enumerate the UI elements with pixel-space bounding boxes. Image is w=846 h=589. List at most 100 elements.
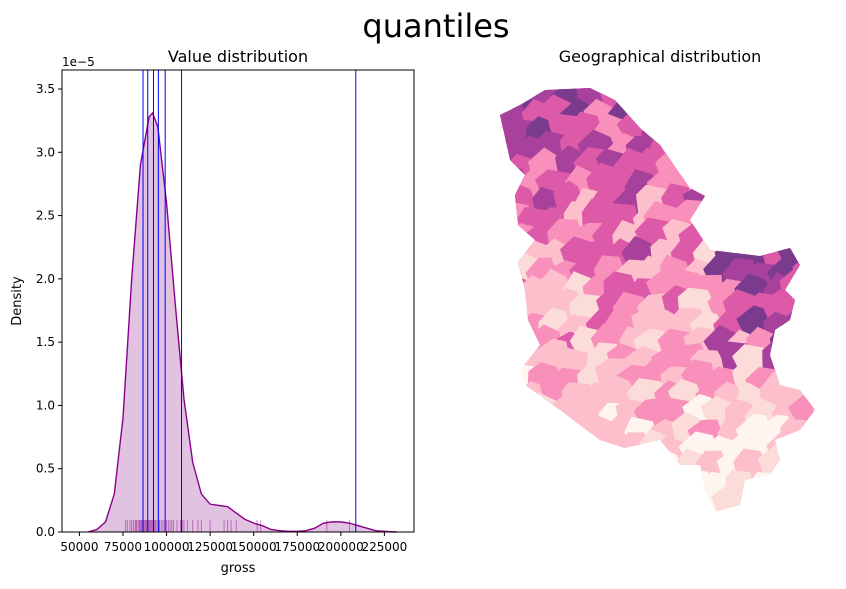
map-region: [791, 432, 825, 467]
map-region: [773, 182, 807, 217]
map-region: [496, 414, 529, 448]
map-region: [540, 484, 576, 515]
map-region: [686, 149, 718, 183]
map-region: [470, 376, 507, 412]
x-tick-label: 125000: [187, 540, 233, 554]
map-region: [813, 82, 844, 119]
map-region: [724, 151, 760, 187]
map-region: [603, 450, 636, 480]
map-region: [738, 136, 769, 166]
map-region: [817, 149, 846, 181]
map-region: [755, 103, 789, 134]
map-region: [706, 116, 740, 145]
y-tick-label: 3.0: [36, 145, 55, 159]
map-region: [730, 119, 764, 154]
map-region: [698, 129, 730, 162]
map-region: [669, 483, 702, 516]
map-region: [815, 292, 846, 329]
map-region: [702, 152, 736, 187]
map-region: [746, 187, 781, 223]
map-region: [764, 205, 795, 240]
map-region: [783, 95, 817, 131]
figure-suptitle: quantiles: [362, 7, 509, 45]
map-region: [814, 362, 846, 396]
map-region: [691, 102, 729, 137]
map-region: [502, 394, 535, 428]
map-region: [734, 202, 766, 237]
map-region: [705, 185, 740, 220]
map-region: [626, 455, 658, 489]
x-tick-label: 175000: [274, 540, 320, 554]
map-region: [737, 62, 771, 96]
map-region: [799, 133, 835, 169]
map-region: [730, 84, 761, 115]
y-tick-label: 1.0: [36, 398, 55, 412]
map-region: [688, 84, 719, 120]
map-region: [694, 204, 729, 238]
x-tick-label: 225000: [361, 540, 407, 554]
map-region: [472, 451, 505, 488]
map-region: [759, 64, 793, 101]
x-tick-label: 100000: [144, 540, 190, 554]
y-tick-label: 1.5: [36, 335, 55, 349]
map-region: [758, 487, 794, 519]
map-region: [791, 84, 824, 120]
map-region: [782, 204, 816, 237]
map-region: [806, 277, 839, 311]
map-region: [810, 430, 842, 467]
map-region: [802, 416, 833, 450]
map-region: [581, 485, 615, 518]
x-axis-label: gross: [221, 561, 256, 576]
x-tick-label: 50000: [60, 540, 98, 554]
map-region: [740, 169, 773, 203]
map-region: [537, 447, 573, 481]
map-region: [641, 467, 675, 500]
map-region: [470, 271, 504, 301]
map-region: [803, 350, 835, 380]
map-region: [583, 453, 618, 487]
map-region: [664, 119, 699, 152]
map-region: [470, 172, 504, 204]
map-region: [483, 401, 516, 431]
map-region: [606, 63, 638, 96]
y-tick-label: 3.5: [36, 82, 55, 96]
map-region: [726, 190, 761, 222]
map-region: [703, 78, 737, 112]
map-region: [801, 309, 838, 340]
map-region: [788, 465, 824, 499]
x-tick-label: 150000: [231, 540, 277, 554]
map-region: [713, 64, 749, 99]
map-region: [690, 64, 724, 100]
map-region: [485, 186, 518, 222]
map-region: [591, 468, 628, 498]
map-region: [740, 99, 769, 134]
map-region: [646, 96, 681, 130]
map-region: [808, 171, 838, 206]
map-region: [745, 81, 780, 110]
map-region: [745, 151, 782, 187]
map-region: [472, 415, 506, 448]
map-region: [716, 169, 749, 204]
map-region: [743, 224, 778, 256]
map-region: [815, 224, 846, 259]
map-region: [468, 65, 504, 100]
map-region: [519, 418, 551, 452]
map-region: [772, 113, 806, 144]
map-region: [653, 488, 685, 520]
map-region: [764, 85, 799, 115]
map-region: [513, 451, 547, 483]
map-region: [812, 470, 846, 505]
map-region: [778, 61, 809, 92]
map-region: [781, 313, 817, 347]
map-region: [501, 325, 536, 356]
map-region: [549, 434, 582, 466]
map-region: [742, 490, 774, 523]
y-tick-label: 0.0: [36, 525, 55, 539]
map-region: [786, 168, 817, 205]
map-region: [475, 207, 509, 241]
map-region: [788, 189, 823, 222]
map-region: [572, 474, 605, 506]
map-region: [489, 465, 522, 498]
map-region: [472, 240, 508, 274]
